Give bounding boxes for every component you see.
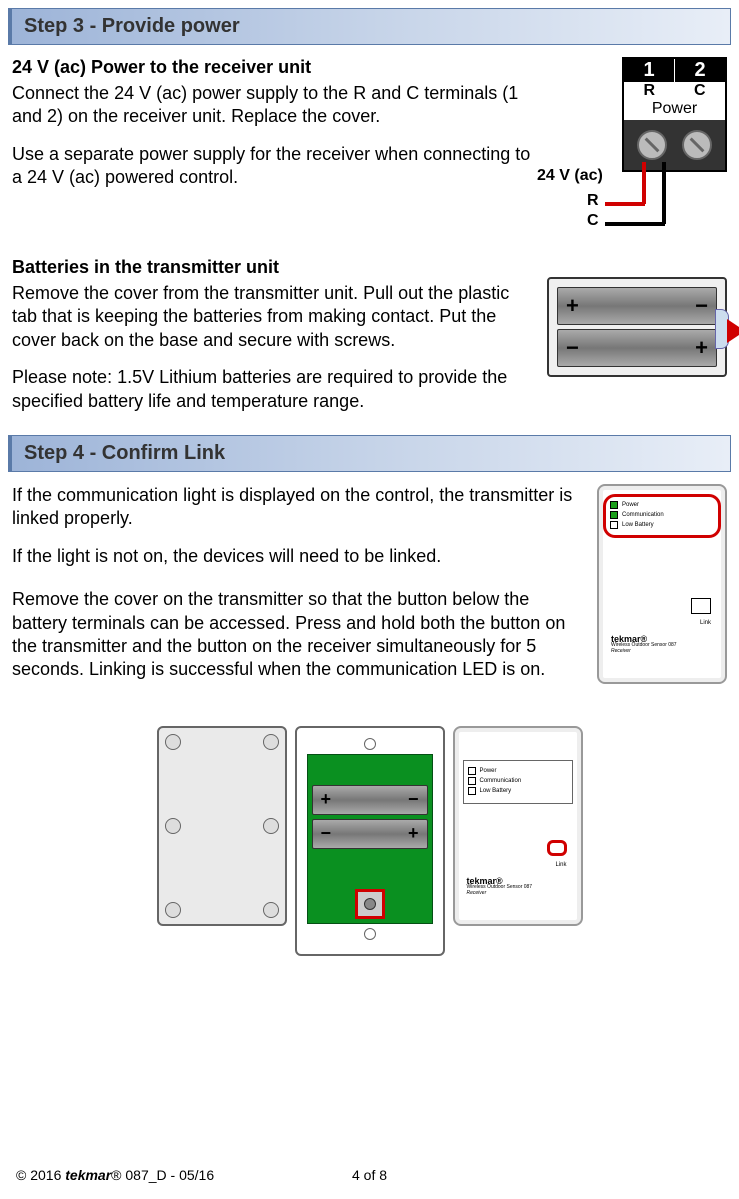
wire-r-icon bbox=[605, 202, 645, 206]
wire-r-icon bbox=[642, 162, 646, 204]
power-led-icon bbox=[610, 501, 618, 509]
link-label: Link bbox=[700, 620, 711, 626]
screw-icon bbox=[165, 734, 181, 750]
step3-para1: Connect the 24 V (ac) power supply to th… bbox=[12, 82, 537, 129]
battery-icon: +− bbox=[557, 287, 717, 325]
power-led-label: Power bbox=[480, 768, 497, 774]
batt-led-icon bbox=[468, 787, 476, 795]
step4-para1: If the communication light is displayed … bbox=[12, 484, 587, 531]
led-panel: Power Communication Low Battery bbox=[463, 760, 573, 804]
comm-led-label: Communication bbox=[480, 778, 522, 784]
link-button-highlight-icon bbox=[355, 889, 385, 919]
transmitter-open-diagram: +− −+ bbox=[295, 726, 445, 956]
step4-content: If the communication light is displayed … bbox=[0, 484, 739, 956]
comm-led-icon bbox=[468, 777, 476, 785]
wire-c-icon bbox=[662, 162, 666, 224]
step3-para4: Please note: 1.5V Lithium batteries are … bbox=[12, 366, 537, 413]
step3-para2: Use a separate power supply for the rece… bbox=[12, 143, 537, 190]
link-button-icon bbox=[691, 598, 711, 614]
wire-r-label: R bbox=[587, 192, 599, 210]
screw-icon bbox=[263, 902, 279, 918]
batt-led-icon bbox=[610, 521, 618, 529]
step4-para2: If the light is not on, the devices will… bbox=[12, 545, 587, 568]
step3-title1: 24 V (ac) Power to the receiver unit bbox=[12, 57, 537, 78]
device-model: Wireless Outdoor Sensor 087Receiver bbox=[467, 884, 533, 896]
step3-header: Step 3 - Provide power bbox=[8, 8, 731, 45]
link-label: Link bbox=[555, 862, 566, 868]
arrow-right-icon bbox=[727, 319, 739, 343]
terminal-r: R bbox=[624, 82, 675, 100]
comm-led-label: Communication bbox=[622, 512, 664, 518]
step3-para3: Remove the cover from the transmitter un… bbox=[12, 282, 537, 352]
device-model: Wireless Outdoor Sensor 087Receiver bbox=[611, 642, 677, 654]
terminal-num2: 2 bbox=[675, 59, 725, 82]
batt-led-label: Low Battery bbox=[622, 522, 654, 528]
link-button-highlight-icon bbox=[547, 840, 567, 856]
power-led-icon bbox=[468, 767, 476, 775]
step4-para3: Remove the cover on the transmitter so t… bbox=[12, 588, 587, 682]
receiver-diagram: Power Communication Low Battery Link tek… bbox=[597, 484, 727, 684]
step3-content: 24 V (ac) Power to the receiver unit Con… bbox=[0, 57, 739, 427]
pcb-icon: +− −+ bbox=[307, 754, 433, 924]
batt-led-label: Low Battery bbox=[480, 788, 512, 794]
terminal-diagram: 1 2 R C Power 24 V (ac) R C bbox=[547, 57, 727, 257]
page-number: 4 of 8 bbox=[352, 1167, 387, 1183]
battery-icon: +− bbox=[312, 785, 428, 815]
screw-icon bbox=[165, 902, 181, 918]
step3-title2: Batteries in the transmitter unit bbox=[12, 257, 537, 278]
terminal-num1: 1 bbox=[624, 59, 675, 82]
screw-icon bbox=[263, 734, 279, 750]
battery-icon: −+ bbox=[557, 329, 717, 367]
comm-led-icon bbox=[610, 511, 618, 519]
bottom-diagrams: +− −+ Power Communication Low Battery Li… bbox=[12, 726, 727, 956]
battery-icon: −+ bbox=[312, 819, 428, 849]
footer-left: © 2016 tekmar® 087_D - 05/16 bbox=[16, 1167, 214, 1183]
terminal-power-label: Power bbox=[624, 100, 725, 120]
battery-diagram: +− −+ bbox=[547, 277, 727, 377]
terminal-screw-icon bbox=[637, 130, 667, 160]
screw-icon bbox=[165, 818, 181, 834]
receiver-diagram-2: Power Communication Low Battery Link tek… bbox=[453, 726, 583, 926]
power-led-label: Power bbox=[622, 502, 639, 508]
footer: © 2016 tekmar® 087_D - 05/16 4 of 8 bbox=[0, 1167, 739, 1183]
led-highlight-icon: Power Communication Low Battery bbox=[603, 494, 721, 538]
wire-c-label: C bbox=[587, 212, 599, 230]
terminal-screw-icon bbox=[682, 130, 712, 160]
terminal-c: C bbox=[675, 82, 726, 100]
screw-icon bbox=[263, 818, 279, 834]
voltage-label: 24 V (ac) bbox=[537, 167, 603, 185]
step4-header: Step 4 - Confirm Link bbox=[8, 435, 731, 472]
wire-c-icon bbox=[605, 222, 665, 226]
mount-hole-icon bbox=[364, 928, 376, 940]
mount-hole-icon bbox=[364, 738, 376, 750]
back-plate-diagram bbox=[157, 726, 287, 926]
